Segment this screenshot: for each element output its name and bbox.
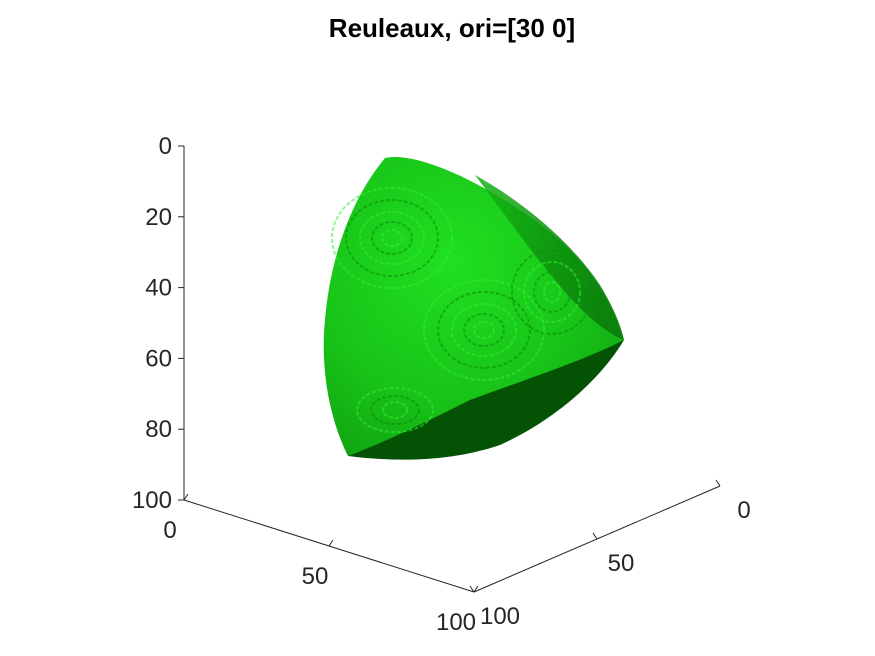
vertical-tick-label: 60 (145, 345, 172, 372)
reuleaux-right-face (475, 175, 624, 340)
voxel-contour-ring (451, 303, 517, 357)
right-depth-tick-label: 100 (480, 603, 520, 630)
left-depth-tick-label: 0 (163, 517, 176, 544)
chart-title: Reuleaux, ori=[30 0] (329, 13, 575, 43)
vertical-ticks: 0 20 40 60 80 100 (132, 133, 184, 514)
reuleaux-bottom-face (348, 340, 624, 460)
voxel-contour-ring (423, 279, 545, 381)
left-depth-tick-mark (328, 539, 334, 547)
voxel-contour-ring (437, 291, 531, 369)
right-depth-tick-mark (592, 532, 598, 540)
left-depth-ticks: 0 50 100 (163, 493, 479, 636)
reuleaux-solid (323, 156, 624, 460)
left-depth-tick-label: 50 (302, 563, 329, 590)
vertical-tick-label: 80 (145, 416, 172, 443)
voxel-contour-ring (382, 401, 408, 419)
right-depth-tick-mark (469, 585, 475, 593)
right-depth-tick-mark (715, 479, 721, 487)
voxel-contour-ring (511, 249, 593, 335)
left-depth-tick-mark (183, 493, 189, 501)
voxel-contour-ring (523, 261, 581, 323)
voxel-contour-ring (533, 271, 571, 313)
voxel-contours (331, 187, 593, 433)
vertical-tick-label: 20 (145, 204, 172, 231)
left-depth-tick-mark (473, 585, 479, 593)
vertical-tick-label: 40 (145, 275, 172, 302)
vertical-tick-label: 0 (159, 133, 172, 160)
voxel-contour-ring (381, 229, 403, 247)
voxel-contour-ring (331, 187, 453, 289)
left-depth-tick-label: 100 (436, 609, 476, 636)
voxel-contour-ring (359, 211, 425, 265)
voxel-contour-ring (371, 221, 413, 255)
right-depth-ticks: 0 50 100 (469, 479, 751, 630)
voxel-contour-ring (345, 199, 439, 277)
voxel-contour-ring (463, 313, 505, 347)
right-depth-tick-label: 50 (608, 550, 635, 577)
voxel-contour-ring (543, 281, 561, 303)
right-depth-tick-label: 0 (737, 497, 750, 524)
voxel-contour-ring (356, 387, 434, 433)
voxel-contour-ring (473, 321, 495, 339)
vertical-tick-label: 100 (132, 487, 172, 514)
voxel-contour-ring (370, 395, 420, 425)
